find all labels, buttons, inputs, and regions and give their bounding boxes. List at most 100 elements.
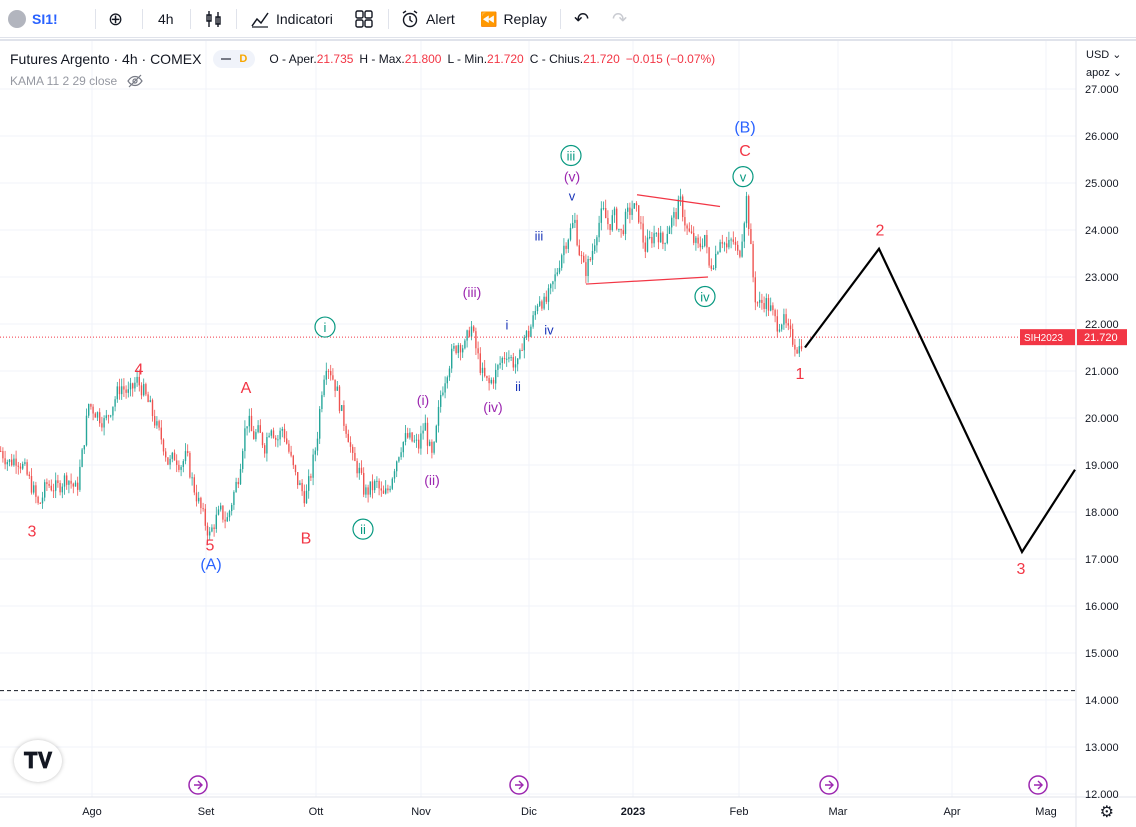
- candle-body: [600, 208, 602, 223]
- candle-body: [624, 211, 627, 235]
- candle-body: [547, 288, 550, 302]
- candle-body: [616, 208, 618, 230]
- candle-body: [668, 227, 671, 234]
- candle-body: [365, 487, 367, 495]
- candle-body: [717, 252, 719, 254]
- candle-body: [233, 492, 235, 505]
- candle-body: [418, 439, 420, 449]
- indicator-legend[interactable]: KAMA 11 2 29 close: [10, 74, 143, 88]
- candle-body: [321, 395, 323, 409]
- projection-path: [804, 246, 1076, 555]
- candle-body: [226, 517, 228, 522]
- candle-body: [55, 480, 57, 491]
- candle-body: [165, 451, 167, 458]
- candle-body: [466, 330, 468, 341]
- candle-body: [200, 497, 202, 509]
- candle-body: [308, 476, 310, 491]
- candle-body: [622, 230, 624, 235]
- candle-body: [242, 451, 244, 470]
- candle-body: [59, 483, 61, 493]
- candle-body: [125, 389, 127, 393]
- unit-select[interactable]: apoz ⌄: [1078, 64, 1136, 82]
- candle-body: [334, 379, 336, 391]
- candle-body: [444, 383, 446, 393]
- candle-body: [332, 375, 334, 380]
- legend-badge[interactable]: D: [213, 50, 256, 68]
- candle-body: [413, 440, 415, 442]
- candle-body: [57, 480, 59, 484]
- candle-body: [389, 488, 391, 491]
- alert-button[interactable]: Alert: [400, 6, 455, 32]
- candle-body: [299, 482, 301, 486]
- layouts-button[interactable]: [354, 6, 374, 32]
- candle-body: [70, 480, 72, 484]
- candle-body: [103, 418, 105, 428]
- wave-label: A: [241, 380, 252, 397]
- candle-body: [431, 441, 433, 453]
- candle-body: [187, 451, 189, 453]
- candle-body: [613, 208, 616, 216]
- candle-body: [435, 425, 437, 442]
- candle-body: [789, 325, 792, 330]
- candle-body: [754, 277, 756, 303]
- currency-select[interactable]: USD ⌄: [1078, 46, 1136, 64]
- redo-button[interactable]: ↷: [612, 6, 627, 32]
- candle-body: [301, 482, 303, 492]
- wave-label: v: [740, 170, 747, 185]
- candle-body: [752, 244, 754, 278]
- chart-type-button[interactable]: [204, 6, 224, 32]
- candle-body: [446, 377, 448, 384]
- candle-body: [530, 326, 532, 337]
- candle-body: [596, 237, 598, 246]
- tradingview-logo[interactable]: 𝐓𝐕: [14, 740, 62, 782]
- wave-label: 4: [135, 361, 144, 378]
- price-tick-label: 17.000: [1085, 554, 1119, 566]
- candle-body: [666, 233, 668, 244]
- candle-body: [561, 255, 563, 268]
- candle-body: [567, 239, 569, 249]
- candle-body: [310, 476, 312, 478]
- chart-title[interactable]: Futures Argento · 4h · COMEX: [10, 51, 202, 67]
- candle-body: [796, 349, 798, 354]
- toolbar-divider: [388, 9, 389, 29]
- candle-body: [39, 502, 41, 504]
- interval-button[interactable]: 4h: [158, 6, 174, 32]
- candle-body: [741, 241, 743, 257]
- candle-body: [481, 367, 484, 373]
- candle-body: [118, 386, 121, 395]
- arrow-right-icon: [1034, 780, 1043, 790]
- compare-button[interactable]: ⊕: [108, 6, 123, 32]
- candle-body: [354, 452, 356, 462]
- candle-body: [442, 392, 444, 395]
- candle-body: [314, 450, 316, 455]
- wave-label: 3: [28, 524, 37, 541]
- candle-body: [48, 483, 50, 486]
- indicators-button[interactable]: Indicatori: [250, 6, 333, 32]
- candle-body: [290, 451, 292, 456]
- candle-body: [0, 450, 2, 452]
- settings-button[interactable]: ⚙: [1100, 802, 1114, 822]
- candle-body: [697, 237, 699, 244]
- candle-body: [783, 314, 785, 325]
- candle-body: [484, 367, 486, 376]
- candle-body: [250, 415, 253, 432]
- candle-body: [501, 357, 503, 363]
- candle-body: [2, 451, 4, 459]
- candle-body: [123, 386, 125, 390]
- wave-label-circle: [352, 518, 374, 540]
- eye-hidden-icon[interactable]: [127, 74, 143, 88]
- wave-label: i: [324, 320, 327, 335]
- candle-body: [710, 265, 712, 269]
- replay-button[interactable]: ⏪ Replay: [480, 6, 547, 32]
- price-tick-label: 20.000: [1085, 413, 1119, 425]
- candle-body: [455, 345, 457, 354]
- symbol-search[interactable]: SI1!: [8, 6, 58, 32]
- candle-body: [651, 236, 653, 244]
- candle-body: [679, 196, 682, 200]
- candle-body: [420, 433, 422, 449]
- candle-body: [517, 358, 519, 365]
- candle-body: [756, 302, 759, 304]
- undo-button[interactable]: ↶: [574, 6, 589, 32]
- candle-body: [297, 472, 299, 486]
